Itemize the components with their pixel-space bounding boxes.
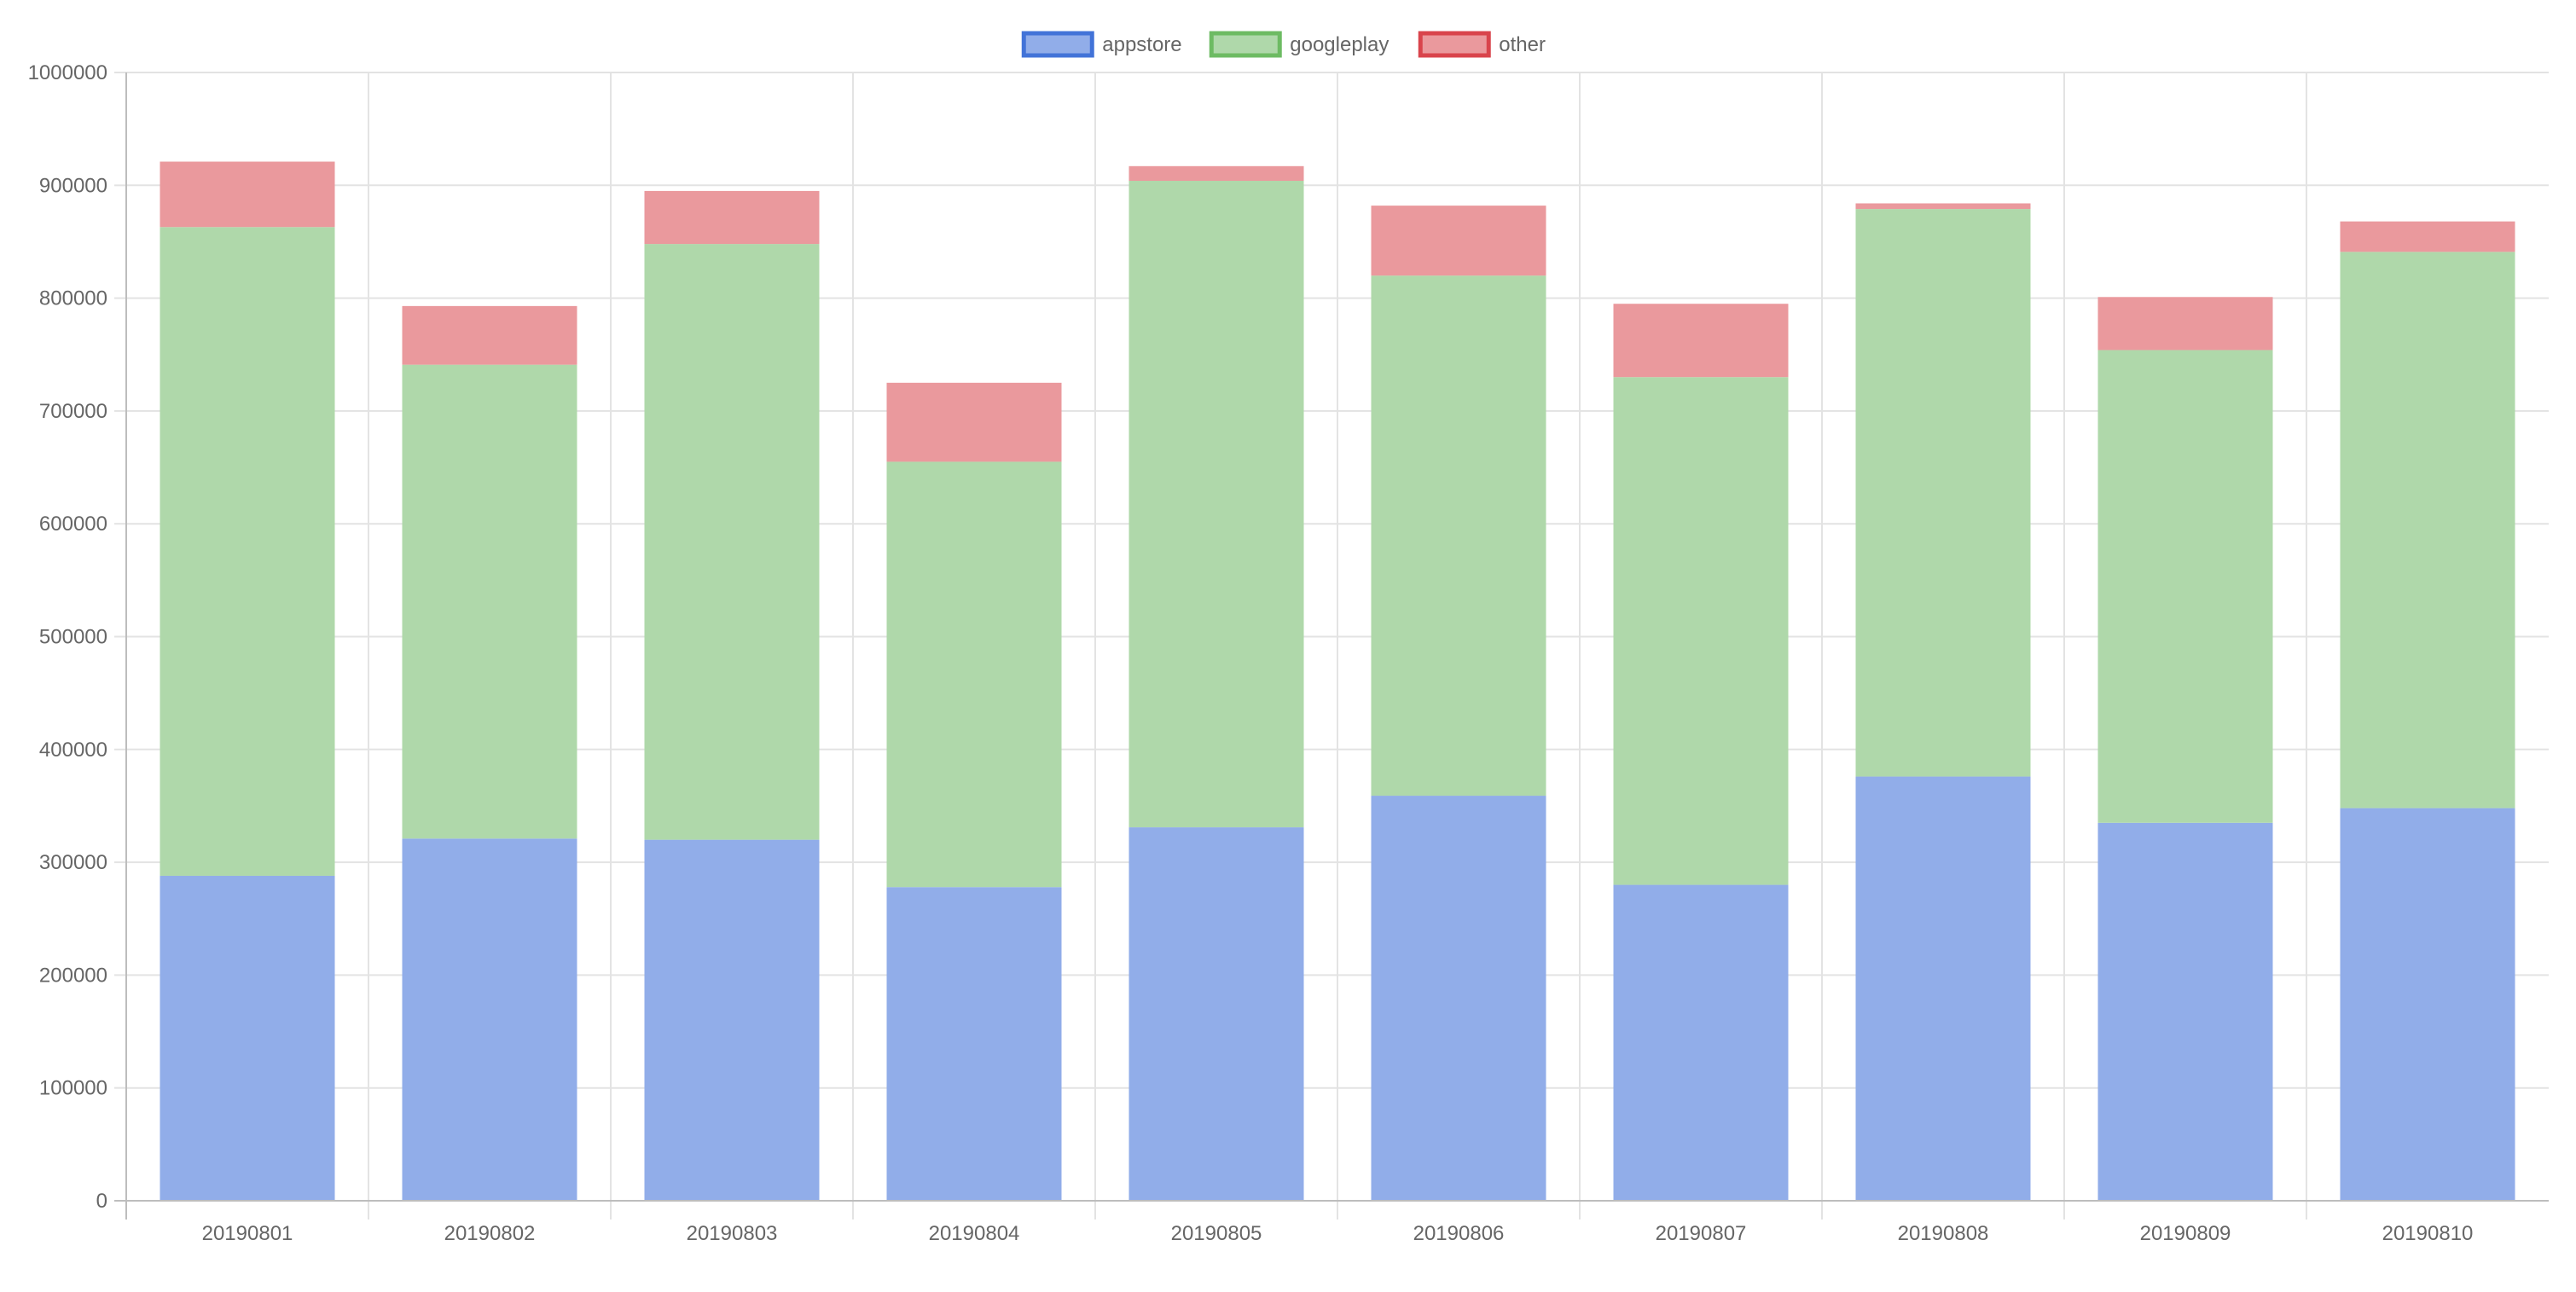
legend-swatch-googleplay[interactable]	[1209, 31, 1282, 58]
x-tick-label: 20190801	[202, 1222, 293, 1245]
bar-other-20190801	[160, 161, 335, 228]
bar-other-20190805	[1128, 165, 1304, 182]
bar-other-20190803	[644, 190, 820, 245]
x-tick-label: 20190803	[687, 1222, 778, 1245]
bar-other-20190809	[2097, 297, 2273, 351]
y-tick-label: 600000	[39, 513, 107, 536]
y-tick-label: 900000	[39, 174, 107, 197]
bar-googleplay-20190809	[2097, 350, 2273, 823]
legend-swatch-appstore[interactable]	[1021, 31, 1094, 58]
x-tick-label: 20190802	[444, 1222, 536, 1245]
bar-googleplay-20190810	[2340, 252, 2515, 808]
legend-label-appstore[interactable]: appstore	[1102, 33, 1181, 56]
y-tick-label: 0	[96, 1190, 107, 1213]
y-tick-label: 700000	[39, 400, 107, 423]
bar-googleplay-20190802	[402, 364, 577, 839]
bar-googleplay-20190804	[886, 461, 1062, 888]
bar-other-20190802	[402, 305, 577, 365]
x-tick-label: 20190806	[1413, 1222, 1505, 1245]
bar-googleplay-20190801	[160, 227, 335, 876]
x-tick-label: 20190804	[929, 1222, 1020, 1245]
legend-swatch-other[interactable]	[1418, 31, 1491, 58]
bar-other-20190807	[1613, 304, 1789, 378]
y-tick-label: 1000000	[28, 61, 107, 84]
x-tick-label: 20190809	[2140, 1222, 2231, 1245]
bar-appstore-20190806	[1371, 796, 1546, 1201]
y-tick-label: 500000	[39, 626, 107, 649]
bar-appstore-20190807	[1613, 884, 1789, 1201]
bar-appstore-20190810	[2340, 808, 2515, 1201]
y-tick-label: 400000	[39, 739, 107, 762]
bar-other-20190804	[886, 382, 1062, 462]
bar-googleplay-20190806	[1371, 275, 1546, 797]
bar-googleplay-20190808	[1855, 209, 2031, 777]
bar-appstore-20190808	[1855, 776, 2031, 1201]
legend-label-googleplay[interactable]: googleplay	[1290, 33, 1389, 56]
y-tick-label: 100000	[39, 1077, 107, 1100]
x-tick-label: 20190810	[2382, 1222, 2474, 1245]
x-tick-label: 20190807	[1656, 1222, 1747, 1245]
bar-appstore-20190802	[402, 838, 577, 1201]
bar-googleplay-20190805	[1128, 181, 1304, 828]
y-tick-label: 200000	[39, 964, 107, 987]
bar-appstore-20190809	[2097, 822, 2273, 1201]
y-tick-label: 800000	[39, 287, 107, 310]
bar-appstore-20190803	[644, 839, 820, 1201]
bar-other-20190808	[1855, 203, 2031, 210]
x-tick-label: 20190808	[1898, 1222, 1989, 1245]
bar-appstore-20190804	[886, 887, 1062, 1201]
legend-label-other[interactable]: other	[1499, 33, 1546, 56]
bar-googleplay-20190803	[644, 244, 820, 840]
legend: appstore googleplay other	[1021, 31, 1546, 58]
x-tick-label: 20190805	[1171, 1222, 1262, 1245]
bar-other-20190810	[2340, 221, 2515, 252]
bar-googleplay-20190807	[1613, 377, 1789, 885]
bar-appstore-20190805	[1128, 827, 1304, 1201]
bar-appstore-20190801	[160, 875, 335, 1201]
y-tick-label: 300000	[39, 851, 107, 874]
axes: 0 100000 200000 300000 400000 500000 600000 700…	[28, 61, 2549, 1245]
bar-other-20190806	[1371, 206, 1546, 276]
bars	[160, 161, 2515, 1201]
